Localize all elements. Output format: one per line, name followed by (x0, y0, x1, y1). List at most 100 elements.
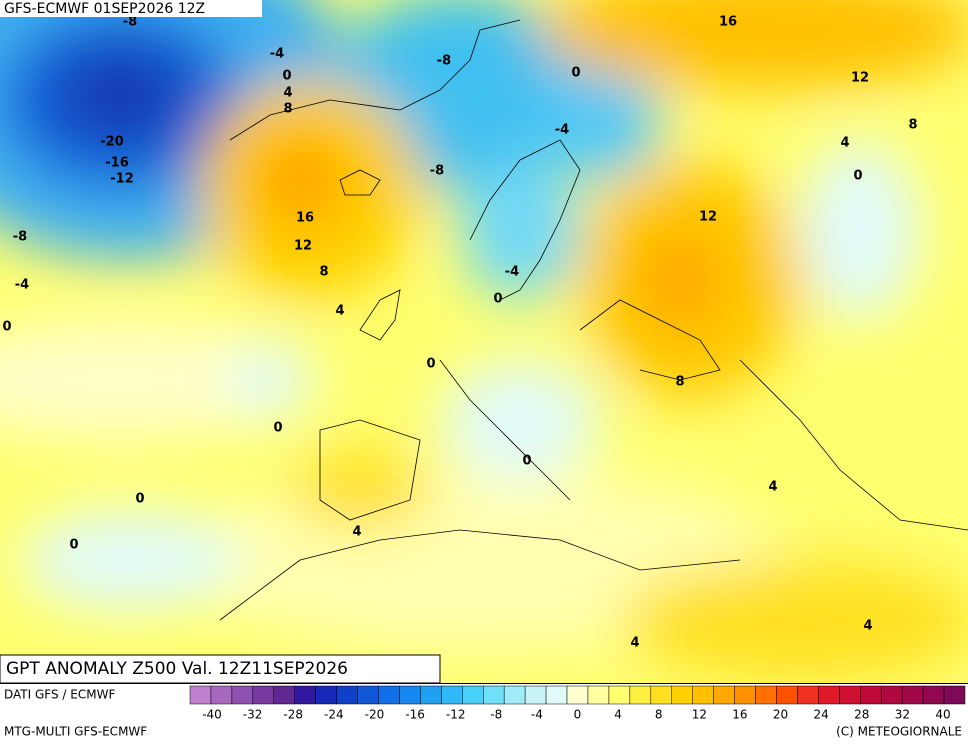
contour-label: 0 (853, 169, 862, 184)
colorbar-swatch (922, 685, 945, 705)
colorbar-label: -12 (446, 708, 466, 722)
colorbar-label: -4 (531, 708, 543, 722)
contour-label: 0 (135, 492, 144, 507)
contour-label: 12 (699, 210, 717, 225)
model: MTG-MULTI GFS-ECMWF (4, 725, 147, 739)
contour-label: 0 (571, 66, 580, 81)
colorbar-swatch (503, 685, 526, 705)
contour-label: 0 (426, 357, 435, 372)
contour-label: -8 (123, 15, 137, 30)
colorbar-swatch (650, 685, 673, 705)
colorbar-swatch (692, 685, 714, 705)
contour-label: -4 (505, 265, 519, 280)
contour-label: 0 (273, 421, 282, 436)
colorbar-swatch (210, 685, 233, 705)
contour-label: 12 (294, 239, 312, 254)
colorbar: -40 -32 -28 -24 -20 -16 -12 -8 -4 0 4 8 12 16 20 24 28 32… (189, 685, 966, 722)
colorbar-swatch (901, 685, 924, 705)
contour-label: -4 (270, 47, 284, 62)
colorbar-swatch (608, 685, 631, 705)
contour-label: 4 (863, 619, 872, 634)
contour-labels: -8-4048-20-16-12-801612840-4-81612812-8-… (2, 15, 917, 651)
contour-label: 0 (522, 454, 531, 469)
colorbar-swatch (336, 685, 358, 705)
anomaly-field: -8-4048-20-16-12-801612840-4-81612812-8-… (0, 0, 968, 683)
colorbar-swatch (252, 685, 275, 705)
colorbar-swatch (315, 685, 337, 705)
colorbar-label: 12 (692, 708, 707, 722)
colorbar-swatch (231, 685, 254, 705)
contour-label: 4 (352, 525, 361, 540)
colorbar-swatch (629, 685, 652, 705)
colorbar-swatch (713, 685, 735, 705)
colorbar-label: -20 (365, 708, 385, 722)
contour-label: 8 (319, 265, 328, 280)
contour-label: -4 (555, 123, 569, 138)
contour-label: 0 (493, 292, 502, 307)
contour-label: -8 (430, 164, 444, 179)
colorbar-swatch (839, 685, 861, 705)
colorbar-label: 0 (574, 708, 582, 722)
colorbar-label: 28 (854, 708, 869, 722)
colorbar-swatch (189, 685, 212, 705)
contour-label: -8 (437, 54, 451, 69)
colorbar-swatch (441, 685, 463, 705)
contour-label: 4 (335, 304, 344, 319)
colorbar-swatch (378, 685, 400, 705)
colorbar-label: 24 (814, 708, 829, 722)
contour-label: -8 (13, 230, 27, 245)
colorbar-swatch (273, 685, 295, 705)
contour-label: -20 (100, 135, 124, 150)
colorbar-swatch (294, 685, 316, 705)
header-box (0, 0, 262, 17)
contour-label: 8 (908, 118, 917, 133)
colorbar-label: -28 (283, 708, 303, 722)
colorbar-swatch (399, 685, 421, 705)
contour-label: 0 (2, 320, 11, 335)
colorbar-label: 8 (655, 708, 663, 722)
contour-label: 4 (768, 480, 777, 495)
contour-label: 4 (630, 636, 639, 651)
colorbar-swatch (482, 685, 505, 705)
contour-label: 16 (719, 15, 737, 30)
contour-label: 0 (282, 69, 291, 84)
colorbar-label: 4 (614, 708, 622, 722)
colorbar-label: 32 (895, 708, 910, 722)
map-title-box (0, 654, 441, 684)
colorbar-swatch (420, 685, 442, 705)
colorbar-swatch (797, 685, 819, 705)
colorbar-swatch (860, 685, 882, 705)
colorbar-label: 16 (732, 708, 747, 722)
coastlines (219, 19, 968, 621)
colorbar-label: -16 (405, 708, 425, 722)
contour-label: 8 (283, 102, 292, 117)
contour-label: 4 (283, 86, 292, 101)
colorbar-swatch (755, 685, 777, 705)
colorbar-label: -40 (202, 708, 222, 722)
header: GFS-ECMWF 01SEP2026 12Z (4, 1, 205, 17)
colorbar-swatch (545, 685, 568, 705)
contour-label: 8 (675, 375, 684, 390)
colorbar-label: 20 (773, 708, 788, 722)
colorbar-swatch (818, 685, 840, 705)
colorbar-swatch (462, 685, 484, 705)
colorbar-swatch (587, 685, 610, 705)
colorbar-swatch (524, 685, 547, 705)
colorbar-label: -24 (324, 708, 344, 722)
colorbar-swatch (566, 685, 589, 705)
colorbar-swatch (671, 685, 693, 705)
colorbar-swatch (776, 685, 798, 705)
colorbar-swatch (943, 685, 966, 705)
colorbar-swatch (734, 685, 756, 705)
contour-label: -12 (110, 172, 134, 187)
contour-label: 0 (69, 538, 78, 553)
colorbar-swatch (357, 685, 379, 705)
colorbar-label: -32 (243, 708, 263, 722)
colorbar-label: 40 (935, 708, 950, 722)
copyright: (C) METEOGIORNALE (836, 725, 962, 739)
colorbar-label: -8 (490, 708, 502, 722)
contour-label: -16 (105, 156, 129, 171)
contour-label: 16 (296, 211, 314, 226)
contour-label: -4 (15, 278, 29, 293)
